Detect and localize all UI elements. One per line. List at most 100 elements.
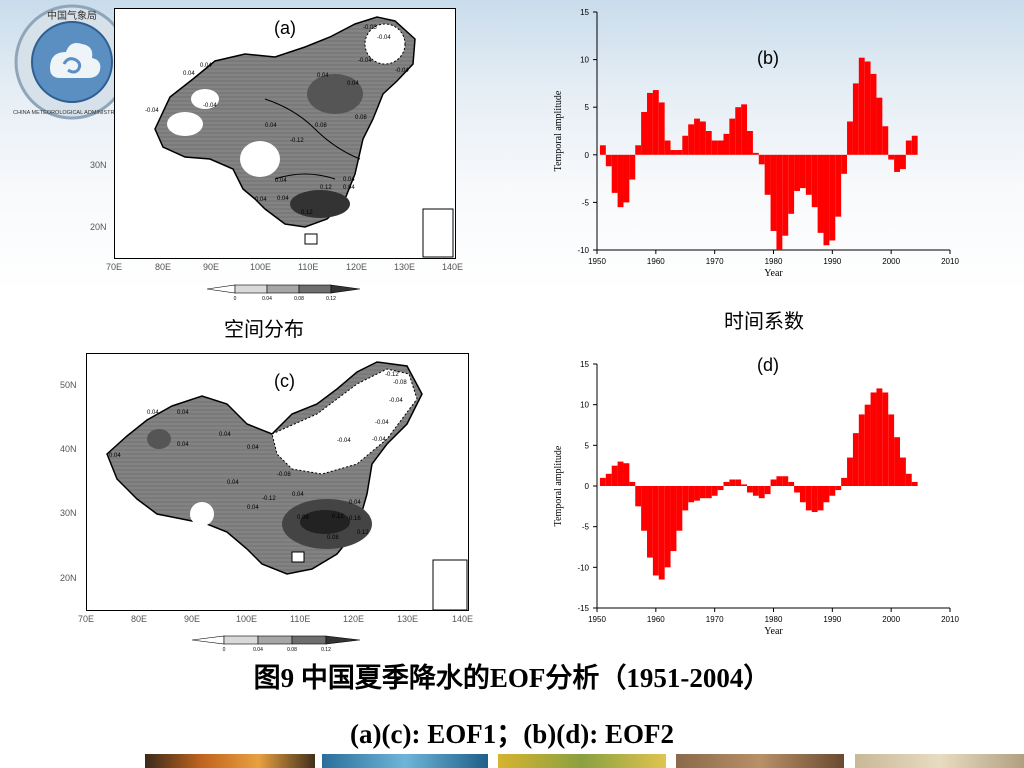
bar xyxy=(629,481,636,486)
map-panel-c: -0.12 -0.08 -0.04 -0.04 -0.04 -0.04 0.04… xyxy=(86,353,469,611)
y-tick-label: -10 xyxy=(577,563,589,572)
contour-label: -0.12 xyxy=(385,372,399,378)
bar xyxy=(858,414,865,486)
contour-c-neg xyxy=(190,502,214,526)
contour-label: 0.04 xyxy=(177,410,189,416)
bar xyxy=(888,154,895,160)
bar xyxy=(764,486,771,495)
bar xyxy=(864,61,871,155)
panel-label-a: (a) xyxy=(274,18,296,38)
x-tick-label: 1950 xyxy=(588,615,606,624)
colorbar-a: 0 0.04 0.08 0.12 xyxy=(206,284,361,302)
lat-tick: 20N xyxy=(90,222,107,232)
bar xyxy=(599,477,606,486)
lon-tick: 130E xyxy=(397,614,419,624)
china-outline-a xyxy=(154,16,416,228)
contour-label: 0.04 xyxy=(349,500,361,506)
lat-tick: 30N xyxy=(60,508,77,518)
panel-label-b: (b) xyxy=(757,48,779,68)
bar xyxy=(617,154,624,208)
bar xyxy=(882,392,889,486)
bar xyxy=(747,131,753,155)
bar xyxy=(847,121,853,155)
bar xyxy=(841,154,848,174)
bar xyxy=(870,392,877,486)
photo-strip-3 xyxy=(498,754,666,768)
bar xyxy=(905,473,912,486)
bar xyxy=(899,457,906,486)
bar xyxy=(852,83,859,155)
contour-label: 0.12 xyxy=(320,185,332,191)
contour-label: 0.04 xyxy=(255,197,267,203)
bar xyxy=(623,154,630,203)
contour-label: 0.12 xyxy=(357,530,369,536)
figure-subtitle: (a)(c): EOF1；(b)(d): EOF2 xyxy=(350,719,674,749)
bar xyxy=(617,461,624,486)
x-tick-label: 1970 xyxy=(706,615,724,624)
contour-label: 0.04 xyxy=(109,453,121,459)
photo-strip-4 xyxy=(676,754,844,768)
photo-strip-2 xyxy=(322,754,488,768)
hainan-c xyxy=(291,551,305,563)
bar xyxy=(835,486,842,491)
contour-label: -0.04 xyxy=(395,68,409,74)
bar xyxy=(664,486,671,568)
contour-label: -0.08 xyxy=(393,380,407,386)
bar xyxy=(670,486,677,552)
bar xyxy=(747,486,753,493)
colorbar-tick: 0.08 xyxy=(287,647,297,653)
river-a2 xyxy=(274,173,336,180)
contour-label: -0.04 xyxy=(375,420,389,426)
bar xyxy=(676,150,683,155)
bar xyxy=(882,126,889,155)
bar xyxy=(729,479,736,486)
x-tick-label: 2000 xyxy=(882,615,900,624)
bar xyxy=(735,479,742,486)
x-tick-label: 1970 xyxy=(706,257,724,266)
bar xyxy=(876,388,883,486)
bar xyxy=(694,486,700,501)
bar xyxy=(852,433,859,486)
y-axis-label: Temporal amplitude xyxy=(553,90,564,171)
contour-label: -0.12 xyxy=(262,496,276,502)
bar xyxy=(811,154,818,208)
contour-label: 0.08 xyxy=(315,123,327,129)
contour-label: -0.04 xyxy=(358,58,372,64)
colorbar-tick: 0 xyxy=(223,647,226,653)
contour-label: -0.08 xyxy=(277,472,291,478)
hainan-a xyxy=(304,233,318,245)
bar xyxy=(699,121,706,155)
map-a-svg: -0.08 -0.04 -0.04 -0.04 0.04 0.04 0.04 0… xyxy=(145,16,454,258)
lon-tick: 80E xyxy=(155,262,172,272)
contour-label: 0.04 xyxy=(247,445,259,451)
y-axis-label: Temporal amplitude xyxy=(553,445,564,526)
bar xyxy=(911,135,918,155)
bar xyxy=(805,154,812,195)
bar xyxy=(823,154,830,246)
x-tick-label: 1980 xyxy=(765,257,783,266)
lon-tick: 110E xyxy=(290,614,311,624)
caption-temporal: 时间系数 xyxy=(724,309,804,333)
bar xyxy=(741,104,748,155)
bar xyxy=(717,486,724,491)
lon-tick: 80E xyxy=(131,614,148,624)
panel-label-d: (d) xyxy=(757,355,779,375)
bar xyxy=(635,486,642,507)
contour-label: 0.04 xyxy=(343,185,355,191)
y-tick-label: -15 xyxy=(577,604,589,613)
contour-mid-a xyxy=(307,74,363,114)
contour-c-w xyxy=(147,429,171,449)
inset-box-a xyxy=(422,208,454,258)
lon-tick: 90E xyxy=(203,262,220,272)
bar xyxy=(658,486,665,580)
contour-label: 0.04 xyxy=(275,178,287,184)
colorbar-tick: 0 xyxy=(234,296,237,302)
contour-label: 0.08 xyxy=(327,535,339,541)
lon-tick: 90E xyxy=(184,614,201,624)
x-tick-label: 1990 xyxy=(823,615,841,624)
contour-high-c2 xyxy=(300,510,350,534)
lon-tick: 140E xyxy=(442,262,464,272)
contour-neg-c-north xyxy=(271,368,418,475)
bar xyxy=(899,154,906,170)
colorbar-tick: 0.08 xyxy=(294,296,304,302)
